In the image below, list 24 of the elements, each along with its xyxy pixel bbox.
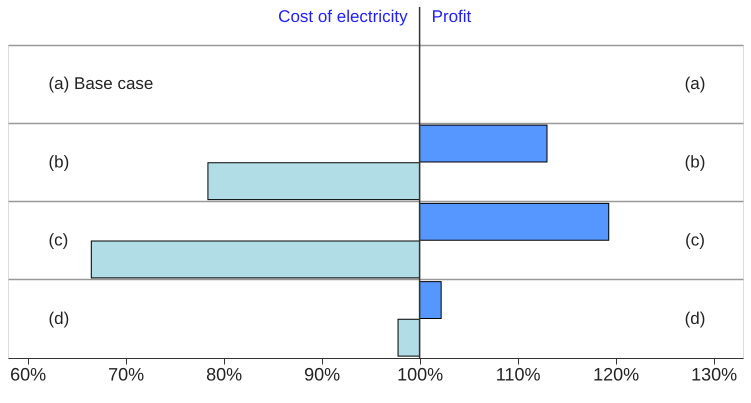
text: Cost of electricity xyxy=(278,7,408,26)
y-tick-label: (c) xyxy=(48,230,68,250)
bar xyxy=(90,240,420,278)
bar xyxy=(419,202,610,241)
text: Profit xyxy=(432,7,472,26)
annotation: (d) xyxy=(684,308,706,328)
bar xyxy=(419,281,442,319)
x-tick-label: 130% xyxy=(691,364,738,384)
x-tick-label: 100% xyxy=(397,364,444,384)
bar xyxy=(207,162,420,200)
x-tick-label: 110% xyxy=(496,364,540,384)
bar xyxy=(398,318,420,357)
x-tick-label: 80% xyxy=(206,364,242,384)
x-tick-label: 70% xyxy=(108,364,144,384)
y-tick-label: (b) xyxy=(48,152,70,172)
x-tick-label: 60% xyxy=(10,364,46,384)
y-tick-label: (a) Base case xyxy=(48,74,154,94)
bar xyxy=(419,124,548,162)
annotation: (c) xyxy=(685,230,705,250)
x-tick-label: 90% xyxy=(304,364,340,384)
annotation: (a) xyxy=(684,74,706,94)
y-tick-label: (d) xyxy=(48,308,70,328)
annotation: (b) xyxy=(684,152,706,172)
x-tick-label: 120% xyxy=(593,364,640,384)
